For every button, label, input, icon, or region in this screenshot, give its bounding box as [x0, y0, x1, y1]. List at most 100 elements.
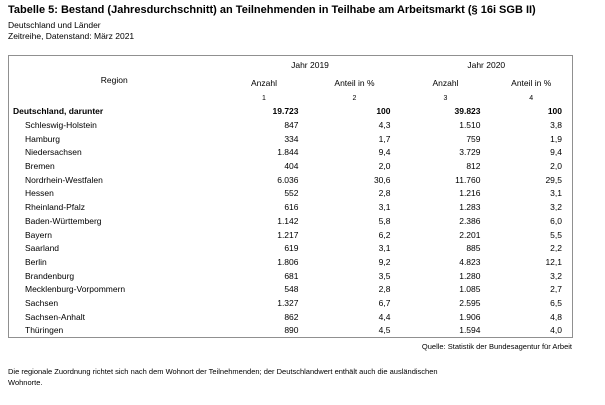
value-cell: 334 [284, 133, 299, 144]
value-cell: 9,2 [378, 256, 391, 267]
value-cell: 1.906 [459, 311, 481, 322]
value-cell: 5,8 [378, 215, 391, 226]
value-cell: 2,8 [378, 188, 391, 199]
value-cell: 616 [284, 202, 299, 213]
region-cell: Sachsen [25, 297, 59, 308]
value-cell: 3,1 [378, 202, 391, 213]
value-cell: 2,7 [550, 284, 562, 295]
region-cell: Sachsen-Anhalt [25, 311, 86, 322]
table-row: Thüringen 890 4,5 1.594 4,0 [9, 324, 573, 338]
value-cell: 12,1 [545, 256, 562, 267]
footnote-line-2: Wohnorte. [8, 378, 43, 387]
value-cell: 3,2 [550, 270, 562, 281]
table-row: Niedersachsen 1.844 9,4 3.729 9,4 [9, 146, 573, 160]
value-cell: 548 [284, 284, 299, 295]
region-cell: Bremen [25, 161, 55, 172]
value-cell: 847 [284, 120, 299, 131]
table-title: Tabelle 5: Bestand (Jahresdurchschnitt) … [8, 4, 536, 16]
value-cell: 3,2 [550, 202, 562, 213]
column-number-2: 2 [352, 94, 357, 102]
region-cell: Berlin [25, 256, 47, 267]
value-cell: 6,7 [378, 297, 391, 308]
value-cell: 4,0 [550, 325, 562, 336]
value-cell: 1.283 [459, 202, 481, 213]
table-row: Deutschland, darunter 19.723 100 39.823 100 [9, 105, 573, 119]
value-cell: 11.760 [455, 174, 481, 185]
value-cell: 100 [547, 106, 562, 117]
value-cell: 4.823 [459, 256, 481, 267]
value-cell: 619 [284, 243, 299, 254]
value-cell: 4,8 [550, 311, 562, 322]
table-row: Bayern 1.217 6,2 2.201 5,5 [9, 228, 573, 242]
value-cell: 2,0 [550, 161, 562, 172]
value-cell: 1,7 [378, 133, 391, 144]
value-cell: 1,9 [550, 133, 562, 144]
column-header-region: Region [100, 75, 128, 86]
value-cell: 5,5 [550, 229, 562, 240]
region-cell: Baden-Württemberg [25, 215, 102, 226]
table-subtitle-scope: Deutschland und Länder [8, 20, 101, 30]
value-cell: 1.216 [459, 188, 481, 199]
region-cell: Nordrhein-Westfalen [25, 174, 103, 185]
region-cell: Hamburg [25, 133, 60, 144]
value-cell: 39.823 [454, 106, 481, 117]
region-cell: Niedersachsen [25, 147, 82, 158]
footnote: Die regionale Zuordnung richtet sich nac… [8, 366, 438, 388]
table-row: Baden-Württemberg 1.142 5,8 2.386 6,0 [9, 214, 573, 228]
value-cell: 552 [284, 188, 299, 199]
value-cell: 890 [284, 325, 299, 336]
table-header: Region Jahr 2019 Jahr 2020 Anzahl Anteil… [9, 56, 573, 105]
value-cell: 885 [466, 243, 481, 254]
value-cell: 1.510 [459, 120, 481, 131]
region-cell: Bayern [25, 229, 52, 240]
value-cell: 9,4 [378, 147, 391, 158]
table-row: Schleswig-Holstein 847 4,3 1.510 3,8 [9, 118, 573, 132]
table-row: Rheinland-Pfalz 616 3,1 1.283 3,2 [9, 200, 573, 214]
region-cell: Rheinland-Pfalz [25, 202, 86, 213]
table-row: Hessen 552 2,8 1.216 3,1 [9, 187, 573, 201]
statistics-table: Region Jahr 2019 Jahr 2020 Anzahl Anteil… [8, 55, 573, 338]
table-row: Mecklenburg-Vorpommern 548 2,8 1.085 2,7 [9, 282, 573, 296]
table-row: Sachsen-Anhalt 862 4,4 1.906 4,8 [9, 310, 573, 324]
value-cell: 2,0 [378, 161, 391, 172]
value-cell: 29,5 [545, 174, 562, 185]
value-cell: 19.723 [272, 106, 299, 117]
value-cell: 1.806 [277, 256, 299, 267]
column-number-1: 1 [262, 94, 266, 102]
value-cell: 100 [376, 106, 391, 117]
table-subtitle-datastate: Zeitreihe, Datenstand: März 2021 [8, 31, 135, 41]
region-cell: Schleswig-Holstein [25, 120, 97, 131]
column-number-3: 3 [443, 94, 448, 102]
value-cell: 3,1 [550, 188, 562, 199]
table-row: Nordrhein-Westfalen 6.036 30,6 11.760 29,5 [9, 173, 573, 187]
column-number-4: 4 [529, 94, 534, 102]
value-cell: 4,3 [378, 120, 391, 131]
value-cell: 9,4 [550, 147, 562, 158]
table-body: Deutschland, darunter 19.723 100 39.823 100 S… [9, 105, 573, 338]
column-header-anzahl-2019: Anzahl [251, 77, 277, 88]
value-cell: 1.327 [277, 297, 299, 308]
value-cell: 404 [284, 161, 299, 172]
value-cell: 6,5 [550, 297, 562, 308]
region-cell: Mecklenburg-Vorpommern [25, 284, 126, 295]
value-cell: 3.729 [459, 147, 481, 158]
column-group-year-2020: Jahr 2020 [467, 59, 506, 70]
value-cell: 812 [466, 161, 481, 172]
value-cell: 759 [466, 133, 481, 144]
value-cell: 6,0 [550, 215, 562, 226]
value-cell: 1.142 [277, 215, 299, 226]
value-cell: 2,8 [378, 284, 391, 295]
column-header-anteil-2020: Anteil in % [511, 77, 552, 88]
value-cell: 30,6 [373, 174, 391, 185]
value-cell: 2.386 [459, 215, 481, 226]
value-cell: 1.844 [277, 147, 299, 158]
value-cell: 2,2 [550, 243, 562, 254]
source-note: Quelle: Statistik der Bundesagentur für … [421, 342, 572, 351]
table-row: Bremen 404 2,0 812 2,0 [9, 159, 573, 173]
value-cell: 6,2 [378, 229, 391, 240]
value-cell: 3,1 [378, 243, 391, 254]
value-cell: 1.217 [277, 229, 299, 240]
value-cell: 1.280 [459, 270, 481, 281]
table-row: Berlin 1.806 9,2 4.823 12,1 [9, 255, 573, 269]
